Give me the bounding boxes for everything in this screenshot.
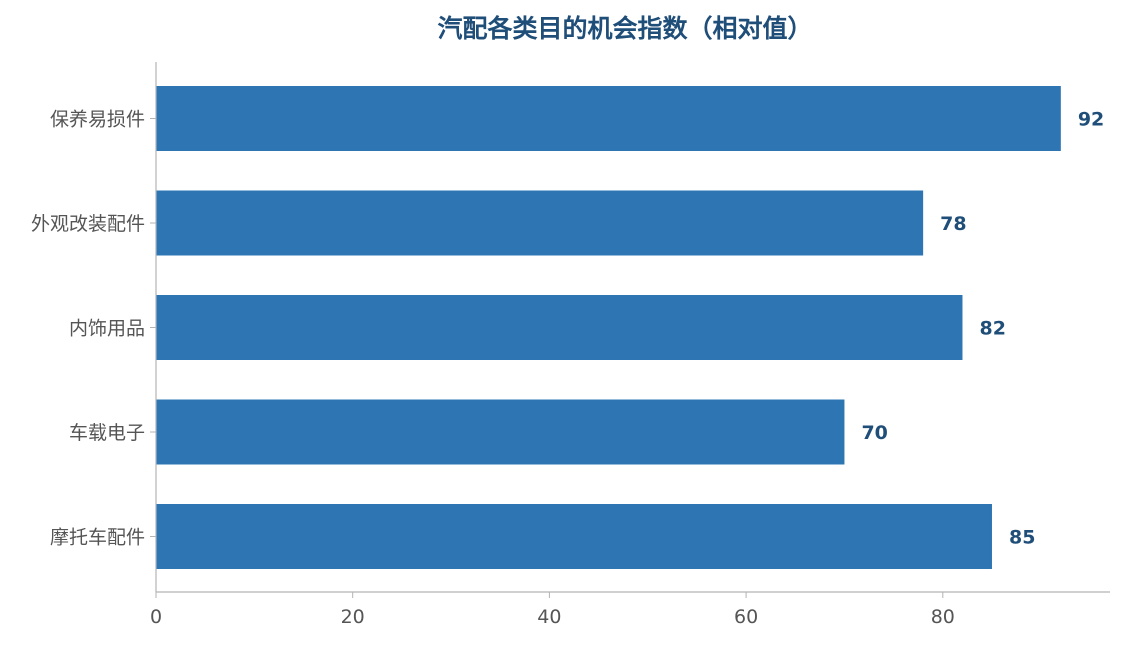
bar-2 xyxy=(156,295,963,360)
value-label-2: 82 xyxy=(979,318,1005,340)
category-label-1: 外观改装配件 xyxy=(31,213,145,235)
axes-layer xyxy=(150,62,1110,598)
category-label-0: 保养易损件 xyxy=(50,109,145,131)
category-label-3: 车载电子 xyxy=(69,422,145,444)
x-tick-label-0: 0 xyxy=(150,606,162,628)
labels-layer: 92 保养易损件 78 外观改装配件 82 内饰用品 70 车载电子 85 摩托车配件 0 20 40 6… xyxy=(31,109,1104,629)
category-label-2: 内饰用品 xyxy=(69,318,145,340)
bar-3 xyxy=(156,399,845,465)
chart-title: 汽配各类目的机会指数（相对值） xyxy=(437,14,812,43)
x-tick-label-1: 20 xyxy=(341,606,365,628)
value-label-1: 78 xyxy=(940,213,966,235)
category-label-4: 摩托车配件 xyxy=(50,527,145,549)
value-label-4: 85 xyxy=(1009,527,1035,549)
value-label-0: 92 xyxy=(1078,109,1104,131)
x-tick-label-3: 60 xyxy=(734,606,758,628)
x-tick-label-4: 80 xyxy=(931,606,955,628)
bar-1 xyxy=(156,190,924,256)
bar-0 xyxy=(156,86,1061,151)
bars-layer xyxy=(156,86,1061,569)
x-tick-label-2: 40 xyxy=(537,606,561,628)
value-label-3: 70 xyxy=(861,422,887,444)
bar-4 xyxy=(156,504,992,569)
